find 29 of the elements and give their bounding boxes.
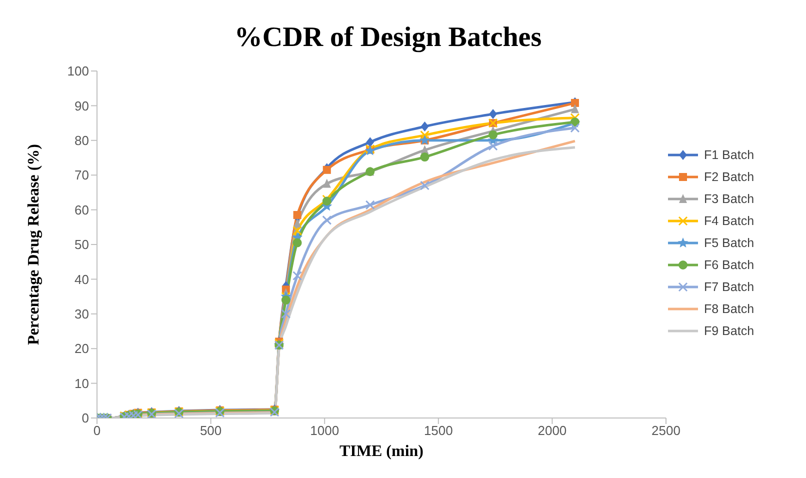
y-tick-label: 10 xyxy=(74,376,89,391)
x-tick-label: 500 xyxy=(200,423,222,438)
x-axis-title: TIME (min) xyxy=(340,443,424,460)
legend-label: F6 Batch xyxy=(704,258,754,272)
y-tick-label: 90 xyxy=(74,98,89,114)
legend-label: F7 Batch xyxy=(704,280,754,294)
legend-label: F4 Batch xyxy=(704,214,754,228)
y-tick-label: 50 xyxy=(74,237,89,252)
x-tick-label: 2500 xyxy=(652,423,680,438)
y-tick-label: 80 xyxy=(74,133,89,148)
y-tick-label: 100 xyxy=(67,64,89,79)
y-tick-label: 20 xyxy=(74,341,89,356)
y-tick-label: 30 xyxy=(74,306,89,322)
legend-label: F5 Batch xyxy=(704,236,754,250)
x-tick-label: 1000 xyxy=(310,423,340,438)
legend-label: F8 Batch xyxy=(704,302,754,316)
y-tick-label: 60 xyxy=(74,202,89,218)
y-tick-label: 40 xyxy=(74,272,89,287)
x-tick-label: 1500 xyxy=(424,423,453,438)
x-tick-label: 2000 xyxy=(538,423,567,438)
legend-label: F9 Batch xyxy=(704,324,754,338)
y-tick-label: 70 xyxy=(74,168,89,183)
y-axis-title: Percentage Drug Release (%) xyxy=(26,144,43,345)
y-tick-label: 0 xyxy=(82,410,89,426)
legend-label: F2 Batch xyxy=(704,170,754,184)
x-tick-label: 0 xyxy=(93,423,101,438)
legend-label: F1 Batch xyxy=(704,148,754,162)
legend-label: F3 Batch xyxy=(704,192,754,206)
chart-title: %CDR of Design Batches xyxy=(233,22,543,54)
